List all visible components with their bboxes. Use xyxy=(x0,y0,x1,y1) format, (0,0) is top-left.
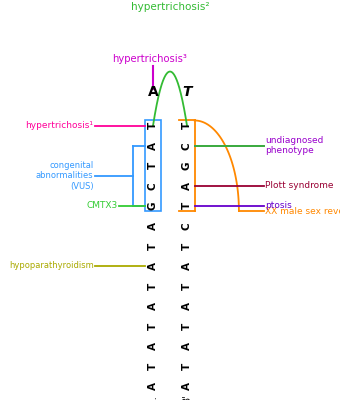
Text: T: T xyxy=(148,362,158,370)
Text: T: T xyxy=(182,202,192,210)
Text: 5'...: 5'... xyxy=(148,395,158,400)
Text: A: A xyxy=(148,302,158,310)
Text: T: T xyxy=(182,122,192,129)
Text: 3': 3' xyxy=(182,395,192,400)
Text: hypertrichosis³: hypertrichosis³ xyxy=(112,54,187,64)
Text: A: A xyxy=(148,142,158,150)
Text: A: A xyxy=(182,342,192,350)
Text: undiagnosed
phenotype: undiagnosed phenotype xyxy=(265,136,324,156)
Text: A: A xyxy=(148,382,158,390)
Text: T: T xyxy=(148,242,158,250)
Text: G: G xyxy=(148,202,158,210)
Text: Plott syndrome: Plott syndrome xyxy=(265,181,334,190)
Text: hypertrichosis²: hypertrichosis² xyxy=(131,2,209,12)
Text: T: T xyxy=(182,85,192,99)
Text: hypertrichosis¹: hypertrichosis¹ xyxy=(26,121,94,130)
Text: T: T xyxy=(148,282,158,290)
Text: A: A xyxy=(182,382,192,390)
Text: A: A xyxy=(182,262,192,270)
Text: A: A xyxy=(148,262,158,270)
Text: C: C xyxy=(182,222,192,230)
Text: C: C xyxy=(182,142,192,150)
Text: T: T xyxy=(148,122,158,129)
Text: T: T xyxy=(182,242,192,250)
Text: A: A xyxy=(148,342,158,350)
Text: A: A xyxy=(182,302,192,310)
Text: XX male sex reversal: XX male sex reversal xyxy=(265,206,340,216)
Text: hypoparathyroidism: hypoparathyroidism xyxy=(9,262,94,270)
Text: A: A xyxy=(148,222,158,230)
Text: C: C xyxy=(148,182,158,190)
Text: ptosis: ptosis xyxy=(265,201,292,210)
Text: CMTX3: CMTX3 xyxy=(86,201,117,210)
Text: T: T xyxy=(182,322,192,330)
Bar xyxy=(146,120,161,211)
Text: T: T xyxy=(148,322,158,330)
Text: A: A xyxy=(182,182,192,190)
Text: T: T xyxy=(182,362,192,370)
Text: T: T xyxy=(182,282,192,290)
Text: congenital
abnormalities
(VUS): congenital abnormalities (VUS) xyxy=(36,161,94,191)
Text: G: G xyxy=(182,162,192,170)
Text: T: T xyxy=(148,162,158,169)
Text: A: A xyxy=(148,85,158,99)
